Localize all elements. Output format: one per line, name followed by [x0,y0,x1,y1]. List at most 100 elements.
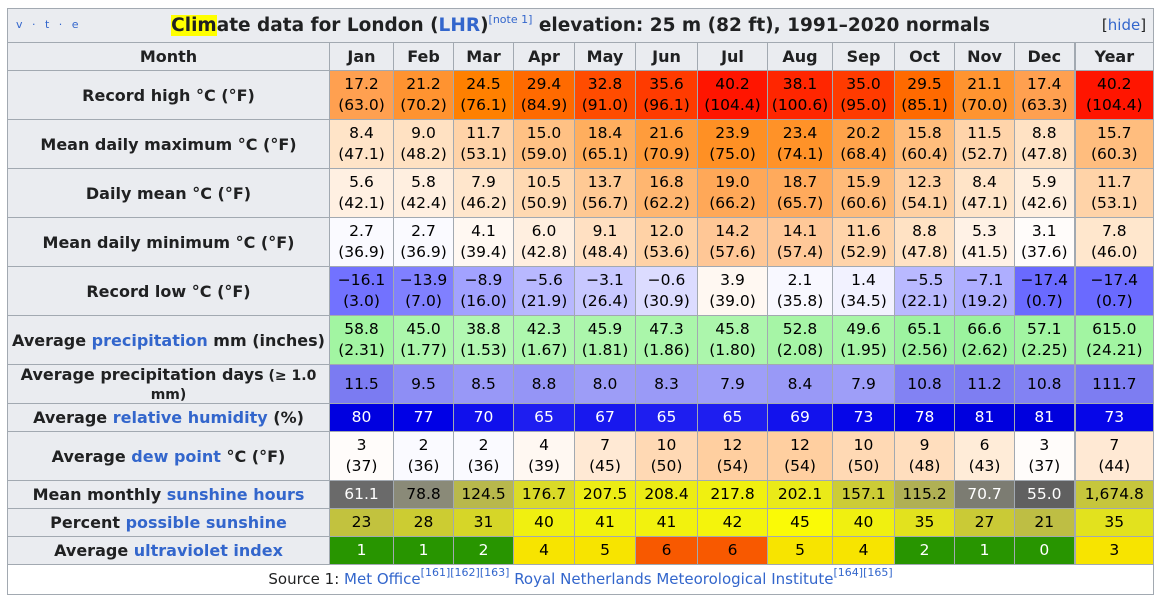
year-cell: 7.8 (46.0) [1073,217,1155,267]
data-cell: 61.1 [329,480,394,509]
data-cell: 5.8 (42.4) [393,168,454,218]
data-cell: 81 [954,403,1015,432]
data-cell: 69 [767,403,833,432]
data-cell: 11.6 (52.9) [832,217,895,267]
title-highlight: Clim [171,15,217,36]
row-label: Average precipitation mm (inches) [7,315,330,365]
data-cell: 2 [453,536,514,565]
hide-link[interactable]: hide [1107,16,1141,34]
data-cell: −8.9 (16.0) [453,266,514,316]
data-cell: 5 [574,536,636,565]
data-cell: 13.7 (56.7) [574,168,636,218]
month-header: Month [7,42,330,71]
data-cell: 8.8 (47.8) [894,217,955,267]
data-cell: 115.2 [894,480,955,509]
row-label-text: Mean daily maximum °C (°F) [40,134,297,154]
met-office-refs[interactable]: [161][162][163] [420,566,510,579]
data-cell: 1 [954,536,1015,565]
data-cell: 2.7 (36.9) [393,217,454,267]
title-close-paren: ) [480,15,489,36]
knmi-refs[interactable]: [164][165] [833,566,893,579]
source-prefix: Source 1: [268,570,345,588]
lhr-link[interactable]: LHR [438,15,481,36]
data-cell: 12 (54) [767,431,833,481]
data-cell: 9.5 [393,364,454,404]
data-cell: 52.8 (2.08) [767,315,833,365]
year-cell: 3 [1073,536,1155,565]
data-cell: 15.9 (60.6) [832,168,895,218]
data-cell: 24.5 (76.1) [453,70,514,120]
month-header-aug: Aug [767,42,833,71]
data-cell: 5 [767,536,833,565]
data-cell: 40 [513,508,575,537]
month-header-dec: Dec [1014,42,1075,71]
row-label-link[interactable]: ultraviolet index [133,541,283,560]
data-cell: 42 [697,508,768,537]
data-cell: 23.9 (75.0) [697,119,768,169]
data-cell: 202.1 [767,480,833,509]
data-cell: 208.4 [635,480,698,509]
data-cell: 40.2 (104.4) [697,70,768,120]
data-cell: 28 [393,508,454,537]
data-cell: 10 (50) [635,431,698,481]
data-cell: 6 (43) [954,431,1015,481]
data-cell: 21.1 (70.0) [954,70,1015,120]
year-cell: 15.7 (60.3) [1073,119,1155,169]
hide-toggle[interactable]: [hide] [1101,16,1147,34]
data-cell: 1.4 (34.5) [832,266,895,316]
year-cell: 111.7 [1073,364,1155,404]
row-label-link[interactable]: relative humidity [112,408,268,427]
data-cell: 55.0 [1014,480,1075,509]
data-cell: 1 [393,536,454,565]
data-cell: 21.6 (70.9) [635,119,698,169]
data-cell: 3.1 (37.6) [1014,217,1075,267]
data-cell: 8.8 [513,364,575,404]
data-cell: 45.8 (1.80) [697,315,768,365]
data-cell: 1 [329,536,394,565]
data-cell: 12.0 (53.6) [635,217,698,267]
row-label-unit: °C (°F) [220,446,286,466]
met-office-link[interactable]: Met Office [344,570,421,588]
data-cell: 4 (39) [513,431,575,481]
data-cell: 41 [574,508,636,537]
month-header-jun: Jun [635,42,698,71]
row-label-text: Average [51,446,132,466]
data-cell: −0.6 (30.9) [635,266,698,316]
row-label-link[interactable]: dew point [131,446,221,466]
data-cell: 47.3 (1.86) [635,315,698,365]
month-header-jul: Jul [697,42,768,71]
year-cell: 7 (44) [1073,431,1155,481]
row-label: Average relative humidity (%) [7,403,330,432]
data-cell: 217.8 [697,480,768,509]
data-cell: 81 [1014,403,1075,432]
data-cell: 2 [894,536,955,565]
row-label-link[interactable]: possible sunshine [125,513,287,532]
month-header-jan: Jan [329,42,394,71]
data-cell: 65.1 (2.56) [894,315,955,365]
knmi-link[interactable]: Royal Netherlands Meteorological Institu… [514,570,834,588]
climate-table-container: v · t · e Climate data for London (LHR)[… [6,8,1155,595]
data-cell: 8.8 (47.8) [1014,119,1075,169]
data-cell: 2 (36) [393,431,454,481]
row-label-link[interactable]: sunshine hours [166,485,305,504]
row-label-text: Record high °C (°F) [82,85,255,105]
data-cell: 18.7 (65.7) [767,168,833,218]
year-cell: 40.2 (104.4) [1073,70,1155,120]
data-cell: 4 [513,536,575,565]
data-cell: −3.1 (26.4) [574,266,636,316]
table-row: Average ultraviolet index 1 1 2 4 5 6 6 5 4 2 1 0 3 [7,536,1155,565]
climate-table: v · t · e Climate data for London (LHR)[… [6,8,1155,595]
data-cell: 5.3 (41.5) [954,217,1015,267]
row-label-unit: (%) [267,408,304,427]
note-1-link[interactable]: [note 1] [488,13,533,26]
row-label-unit: mm (inches) [207,330,325,350]
year-cell: 73 [1073,403,1155,432]
data-cell: 157.1 [832,480,895,509]
data-cell: 35 [894,508,955,537]
data-cell: 31 [453,508,514,537]
vte-links[interactable]: v · t · e [16,18,82,31]
data-cell: 3.9 (39.0) [697,266,768,316]
data-cell: 3 (37) [329,431,394,481]
row-label-link[interactable]: precipitation [91,330,208,350]
data-cell: 73 [832,403,895,432]
